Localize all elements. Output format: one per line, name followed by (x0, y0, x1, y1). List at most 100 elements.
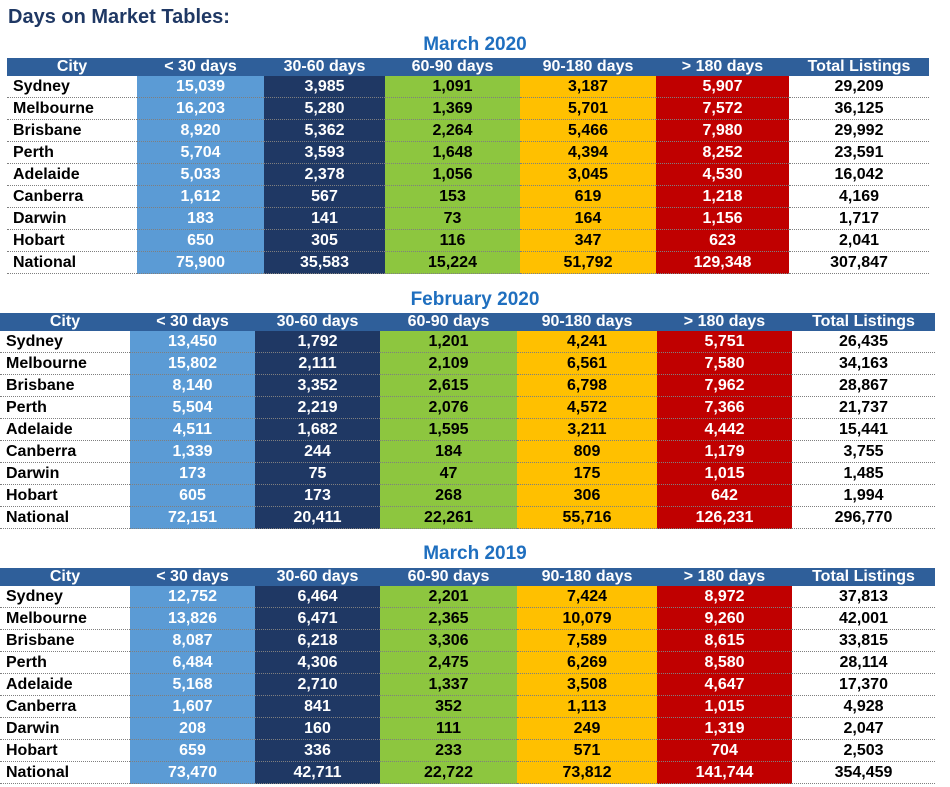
table-row: Perth 5,504 2,219 2,076 4,572 7,366 21,737 (0, 396, 935, 419)
30-60-days-value: 567 (264, 185, 385, 208)
lt-30-days-value: 605 (130, 484, 255, 507)
60-90-days-value: 3,306 (380, 629, 517, 652)
90-180-days-value: 7,589 (517, 629, 657, 652)
header-city: City (0, 568, 130, 586)
table-row: Sydney 13,450 1,792 1,201 4,241 5,751 26,435 (0, 331, 935, 353)
total-listings-value: 28,867 (792, 374, 935, 397)
gt-180-days-value: 5,751 (657, 331, 792, 353)
table-row: Darwin 173 75 47 175 1,015 1,485 (0, 462, 935, 485)
lt-30-days-value: 15,802 (130, 352, 255, 375)
90-180-days-value: 6,269 (517, 651, 657, 674)
30-60-days-value: 1,792 (255, 331, 380, 353)
30-60-days-value: 2,710 (255, 673, 380, 696)
total-listings-value: 36,125 (789, 97, 929, 120)
table-row: Sydney 15,039 3,985 1,091 3,187 5,907 29,209 (7, 76, 929, 98)
header-gt-180-days: > 180 days (657, 568, 792, 586)
lt-30-days-value: 659 (130, 739, 255, 762)
60-90-days-value: 2,076 (380, 396, 517, 419)
90-180-days-value: 5,466 (520, 119, 656, 142)
total-listings-value: 1,994 (792, 484, 935, 507)
lt-30-days-value: 16,203 (137, 97, 264, 120)
90-180-days-value: 306 (517, 484, 657, 507)
30-60-days-value: 1,682 (255, 418, 380, 441)
header-gt-180-days: > 180 days (656, 58, 789, 76)
60-90-days-value: 2,365 (380, 607, 517, 630)
city-name: Canberra (7, 185, 137, 208)
gt-180-days-value: 8,252 (656, 141, 789, 164)
30-60-days-value: 2,378 (264, 163, 385, 186)
gt-180-days-value: 642 (657, 484, 792, 507)
city-name: Sydney (7, 76, 137, 98)
30-60-days-value: 244 (255, 440, 380, 463)
days-on-market-table: City < 30 days 30-60 days 60-90 days 90-180 … (0, 568, 935, 784)
30-60-days-value: 841 (255, 695, 380, 718)
city-name: Perth (0, 396, 130, 419)
table-row: Perth 5,704 3,593 1,648 4,394 8,252 23,591 (7, 141, 929, 164)
gt-180-days-value: 7,980 (656, 119, 789, 142)
30-60-days-value: 4,306 (255, 651, 380, 674)
lt-30-days-value: 8,920 (137, 119, 264, 142)
city-name: Sydney (0, 586, 130, 608)
60-90-days-value: 184 (380, 440, 517, 463)
90-180-days-value: 249 (517, 717, 657, 740)
gt-180-days-value: 1,218 (656, 185, 789, 208)
table-row: Adelaide 5,168 2,710 1,337 3,508 4,647 17,370 (0, 673, 935, 696)
30-60-days-value: 42,711 (255, 761, 380, 784)
table-row: National 72,151 20,411 22,261 55,716 126,231 2… (0, 506, 935, 529)
table-title: February 2020 (410, 289, 540, 310)
60-90-days-value: 116 (385, 229, 520, 252)
lt-30-days-value: 12,752 (130, 586, 255, 608)
90-180-days-value: 4,241 (517, 331, 657, 353)
total-listings-value: 23,591 (789, 141, 929, 164)
60-90-days-value: 153 (385, 185, 520, 208)
header-30-60-days: 30-60 days (255, 568, 380, 586)
total-listings-value: 354,459 (792, 761, 935, 784)
60-90-days-value: 1,201 (380, 331, 517, 353)
90-180-days-value: 571 (517, 739, 657, 762)
header-lt-30-days: < 30 days (130, 568, 255, 586)
city-name: Hobart (7, 229, 137, 252)
lt-30-days-value: 1,607 (130, 695, 255, 718)
total-listings-value: 17,370 (792, 673, 935, 696)
header-gt-180-days: > 180 days (657, 313, 792, 331)
lt-30-days-value: 1,612 (137, 185, 264, 208)
total-listings-value: 34,163 (792, 352, 935, 375)
total-listings-value: 16,042 (789, 163, 929, 186)
header-total-listings: Total Listings (792, 568, 935, 586)
total-listings-value: 15,441 (792, 418, 935, 441)
table-row: Perth 6,484 4,306 2,475 6,269 8,580 28,114 (0, 651, 935, 674)
30-60-days-value: 173 (255, 484, 380, 507)
city-name: Darwin (0, 462, 130, 485)
table-row: Canberra 1,612 567 153 619 1,218 4,169 (7, 185, 929, 208)
header-90-180-days: 90-180 days (520, 58, 656, 76)
90-180-days-value: 73,812 (517, 761, 657, 784)
60-90-days-value: 1,056 (385, 163, 520, 186)
90-180-days-value: 3,211 (517, 418, 657, 441)
lt-30-days-value: 208 (130, 717, 255, 740)
header-total-listings: Total Listings (792, 313, 935, 331)
gt-180-days-value: 9,260 (657, 607, 792, 630)
gt-180-days-value: 8,580 (657, 651, 792, 674)
30-60-days-value: 6,218 (255, 629, 380, 652)
30-60-days-value: 5,280 (264, 97, 385, 120)
90-180-days-value: 164 (520, 207, 656, 230)
days-on-market-table: City < 30 days 30-60 days 60-90 days 90-180 … (0, 313, 935, 529)
city-name: Darwin (7, 207, 137, 230)
90-180-days-value: 6,561 (517, 352, 657, 375)
gt-180-days-value: 8,615 (657, 629, 792, 652)
60-90-days-value: 233 (380, 739, 517, 762)
60-90-days-value: 2,475 (380, 651, 517, 674)
table-row: Hobart 659 336 233 571 704 2,503 (0, 739, 935, 762)
30-60-days-value: 2,111 (255, 352, 380, 375)
lt-30-days-value: 5,504 (130, 396, 255, 419)
total-listings-value: 29,992 (789, 119, 929, 142)
30-60-days-value: 160 (255, 717, 380, 740)
60-90-days-value: 2,264 (385, 119, 520, 142)
table-row: Brisbane 8,920 5,362 2,264 5,466 7,980 29,992 (7, 119, 929, 142)
table-row: Sydney 12,752 6,464 2,201 7,424 8,972 37,813 (0, 586, 935, 608)
lt-30-days-value: 72,151 (130, 506, 255, 529)
90-180-days-value: 175 (517, 462, 657, 485)
table-row: Melbourne 16,203 5,280 1,369 5,701 7,572 36,12… (7, 97, 929, 120)
90-180-days-value: 347 (520, 229, 656, 252)
city-name: Melbourne (7, 97, 137, 120)
